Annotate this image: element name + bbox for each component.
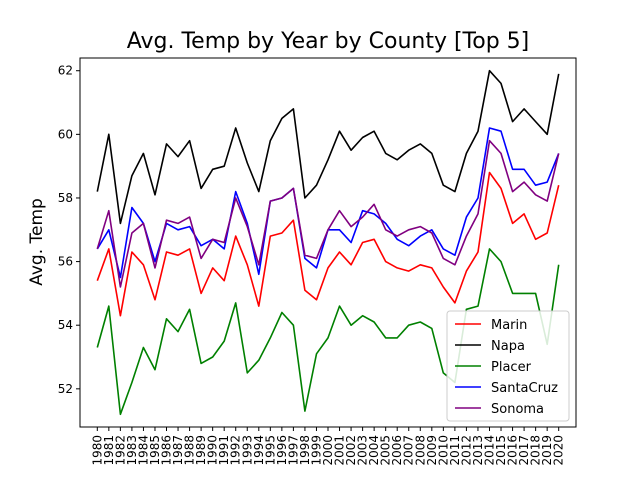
- x-tick-label: 1982: [113, 435, 127, 466]
- x-tick-label: 2015: [494, 435, 508, 466]
- x-tick-label: 1988: [183, 435, 197, 466]
- legend-label-santacruz: SantaCruz: [491, 381, 558, 396]
- x-tick-label: 2017: [517, 435, 531, 466]
- plot-area-frame: [79, 57, 577, 428]
- y-tick-label: 54: [58, 318, 73, 332]
- x-tick-label: 1994: [252, 435, 266, 466]
- series-line-napa: [96, 69, 560, 225]
- x-tick-label: 1989: [194, 435, 208, 466]
- x-axis-ticks: 1980198119821983198419851986198719881989…: [90, 427, 566, 466]
- x-tick-label: 1985: [148, 435, 162, 466]
- x-tick-label: 2018: [529, 435, 543, 466]
- y-tick-label: 62: [58, 64, 73, 78]
- x-tick-label: 1983: [125, 435, 139, 466]
- x-tick-label: 2004: [367, 435, 381, 466]
- x-tick-label: 2007: [402, 435, 416, 466]
- x-tick-label: 2014: [482, 435, 496, 466]
- x-tick-label: 2009: [425, 435, 439, 466]
- x-tick-label: 2003: [356, 435, 370, 466]
- x-tick-label: 2019: [540, 435, 554, 466]
- chart-title: Avg. Temp by Year by County [Top 5]: [127, 29, 530, 54]
- x-tick-label: 1991: [217, 435, 231, 466]
- y-tick-label: 52: [58, 382, 73, 396]
- y-tick-label: 60: [58, 127, 73, 141]
- legend-label-marin: Marin: [491, 318, 527, 333]
- x-tick-label: 1999: [309, 435, 323, 466]
- legend-box: [446, 310, 570, 422]
- series-lines: [96, 69, 560, 416]
- x-tick-label: 1997: [286, 435, 300, 466]
- x-tick-label: 1993: [240, 435, 254, 466]
- x-tick-label: 2011: [448, 435, 462, 466]
- series-line-placer: [96, 248, 560, 416]
- x-tick-label: 1981: [102, 435, 116, 466]
- x-tick-label: 2016: [506, 435, 520, 466]
- x-tick-label: 1998: [298, 435, 312, 466]
- x-tick-label: 2008: [413, 435, 427, 466]
- x-tick-label: 1980: [90, 435, 104, 466]
- x-tick-label: 2010: [436, 435, 450, 466]
- x-tick-label: 2005: [379, 435, 393, 466]
- y-tick-label: 58: [58, 191, 73, 205]
- legend: Marin Napa Placer SantaCruz Sonoma: [446, 310, 570, 422]
- y-axis-label: Avg. Temp: [27, 198, 47, 286]
- y-axis-ticks: 52 54 56 58 60 62: [58, 64, 80, 396]
- x-tick-label: 1996: [275, 435, 289, 466]
- series-line-marin: [96, 171, 560, 317]
- x-tick-label: 1984: [136, 435, 150, 466]
- x-tick-label: 2012: [459, 435, 473, 466]
- x-tick-label: 2013: [471, 435, 485, 466]
- x-tick-label: 1986: [160, 435, 174, 466]
- x-tick-label: 2006: [390, 435, 404, 466]
- x-tick-label: 2000: [321, 435, 335, 466]
- legend-label-napa: Napa: [491, 339, 525, 354]
- x-tick-label: 1990: [206, 435, 220, 466]
- x-tick-label: 1995: [263, 435, 277, 466]
- series-line-sonoma: [96, 139, 560, 288]
- x-tick-label: 1992: [229, 435, 243, 466]
- y-tick-label: 56: [58, 255, 73, 269]
- x-tick-label: 2002: [344, 435, 358, 466]
- x-tick-label: 1987: [171, 435, 185, 466]
- x-tick-label: 2001: [333, 435, 347, 466]
- legend-label-placer: Placer: [491, 360, 532, 375]
- x-tick-label: 2020: [552, 435, 566, 466]
- legend-label-sonoma: Sonoma: [491, 402, 544, 417]
